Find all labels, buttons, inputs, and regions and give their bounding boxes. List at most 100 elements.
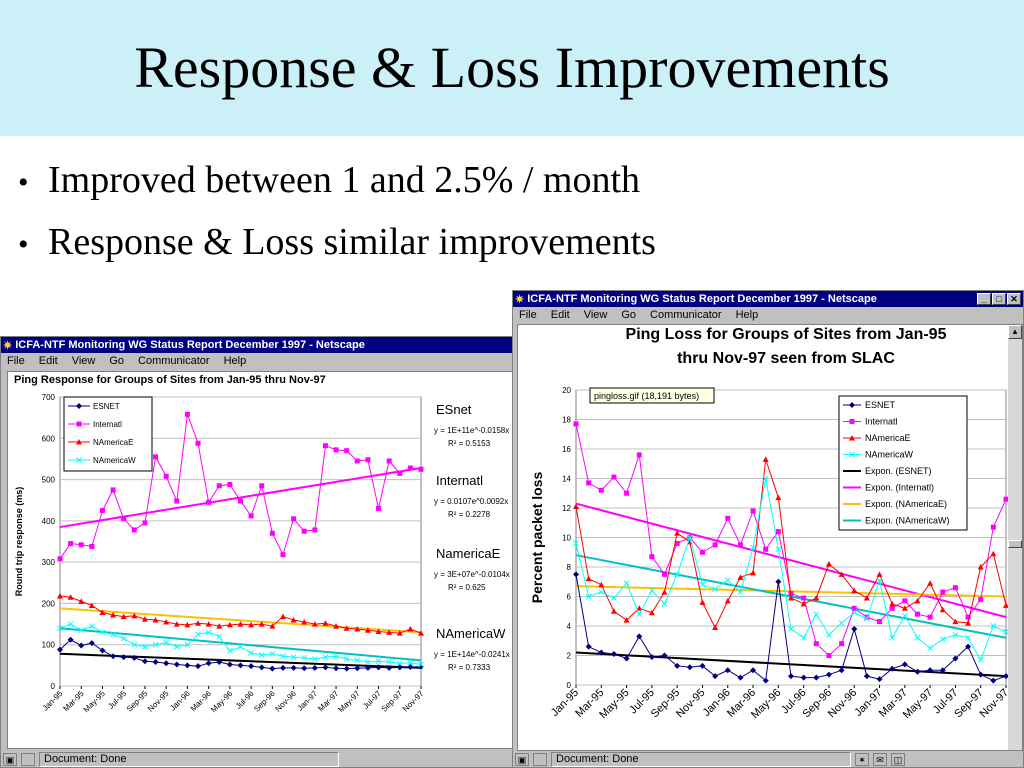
data-point (57, 646, 63, 653)
y-tick-label: 8 (567, 563, 572, 572)
data-point (311, 621, 318, 627)
data-point (248, 663, 255, 670)
netscape-icon: ✷ (3, 339, 13, 352)
data-point (851, 587, 858, 594)
security-icon[interactable]: ▣ (3, 752, 17, 766)
data-point (364, 664, 371, 671)
data-point (89, 543, 95, 549)
trend-line (59, 467, 422, 529)
data-point (67, 636, 74, 643)
page-content: Ping Response for Groups of Sites from J… (7, 371, 515, 749)
mail-icon[interactable]: ✉ (873, 752, 887, 766)
data-point (648, 653, 655, 660)
x-tick-label: Nov-96 (826, 687, 860, 721)
scroll-thumb[interactable] (1008, 540, 1022, 548)
trend-name: NAmericaW (436, 626, 506, 641)
data-point (248, 513, 254, 519)
data-point (301, 619, 308, 625)
data-point (686, 534, 693, 541)
menu-edit[interactable]: Edit (550, 309, 570, 321)
menu-go[interactable]: Go (621, 309, 637, 321)
data-point (344, 448, 350, 454)
data-point (990, 677, 997, 684)
data-point (788, 594, 794, 601)
data-point (237, 621, 244, 627)
data-point (585, 593, 592, 600)
x-tick-label: Sep-95 (125, 689, 150, 714)
data-point (826, 653, 832, 658)
data-point (141, 658, 148, 665)
data-point (216, 633, 223, 640)
close-icon[interactable]: ✕ (1007, 293, 1021, 305)
data-point (712, 542, 718, 548)
legend-box (838, 395, 968, 531)
discussion-icon[interactable]: ◫ (891, 752, 905, 766)
data-point (788, 673, 794, 680)
menu-communicator[interactable]: Communicator (650, 309, 722, 321)
data-point (648, 609, 655, 616)
minimize-icon[interactable]: _ (977, 293, 991, 305)
data-point (322, 654, 329, 660)
security-icon[interactable]: ▣ (515, 752, 529, 766)
trend-line (59, 652, 422, 669)
data-point (365, 457, 371, 463)
data-point (851, 605, 857, 611)
progress-icon (533, 752, 547, 766)
data-point (152, 616, 159, 623)
data-point (826, 631, 832, 638)
menu-communicator[interactable]: Communicator (138, 355, 210, 367)
menu-file[interactable]: File (519, 309, 537, 321)
component-bar-icon[interactable]: ✶ (855, 752, 869, 766)
data-point (365, 659, 371, 665)
data-point (889, 634, 896, 641)
data-point (762, 677, 769, 684)
data-point (333, 447, 339, 453)
data-point (57, 556, 63, 562)
data-point (877, 619, 883, 625)
data-point (737, 574, 744, 580)
data-point (927, 645, 933, 651)
legend-label: NAmericaW (93, 456, 136, 465)
data-point (901, 612, 908, 619)
data-point (280, 552, 286, 558)
data-point (724, 597, 731, 604)
data-point (636, 452, 642, 458)
data-point (661, 652, 668, 659)
menu-file[interactable]: File (7, 355, 25, 367)
window-titlebar[interactable]: ✷ ICFA-NTF Monitoring WG Status Report De… (1, 337, 515, 353)
chart-title: thru Nov-97 seen from SLAC (677, 350, 895, 367)
data-point (153, 454, 159, 460)
image-tooltip (589, 387, 715, 404)
vertical-scrollbar[interactable]: ▲ (1008, 325, 1022, 750)
data-point (901, 661, 908, 668)
data-point (76, 439, 82, 445)
data-point (775, 494, 782, 501)
menu-edit[interactable]: Edit (38, 355, 58, 367)
data-point (573, 540, 579, 547)
data-point (649, 587, 655, 594)
menu-view[interactable]: View (583, 309, 608, 321)
status-bar: ▣ Document: Done ✶ ✉ ◫ (513, 750, 1023, 767)
data-point (333, 623, 340, 629)
data-point (354, 458, 360, 464)
data-point (152, 641, 159, 648)
data-point (801, 595, 807, 601)
data-point (163, 619, 170, 625)
menu-help[interactable]: Help (735, 309, 759, 321)
maximize-icon[interactable]: □ (992, 293, 1006, 305)
window-titlebar[interactable]: ✷ ICFA-NTF Monitoring WG Status Report De… (513, 291, 1023, 307)
scroll-up-icon[interactable]: ▲ (1008, 325, 1022, 339)
data-point (397, 470, 403, 476)
data-point (76, 421, 82, 427)
menu-go[interactable]: Go (109, 355, 125, 367)
data-point (775, 529, 781, 535)
menu-view[interactable]: View (71, 355, 96, 367)
menu-help[interactable]: Help (223, 355, 247, 367)
data-point (610, 608, 617, 614)
data-point (290, 616, 297, 623)
data-point (290, 664, 297, 671)
x-tick-label: Nov-96 (273, 689, 298, 714)
data-point (813, 641, 819, 647)
legend-label: ESNET (865, 400, 896, 410)
data-point (120, 654, 127, 661)
